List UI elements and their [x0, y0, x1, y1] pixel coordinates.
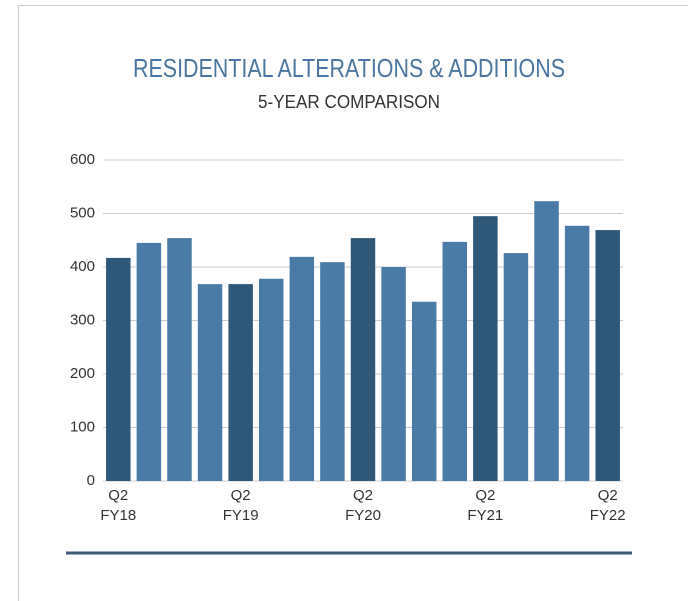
x-tick-label: Q2 FY20 [345, 487, 381, 524]
bar [320, 262, 345, 481]
y-tick-label: 400 [70, 258, 95, 275]
x-tick-label: Q2 FY22 [589, 487, 626, 524]
y-tick-label: 500 [70, 204, 95, 221]
bar [564, 225, 590, 481]
bar [167, 238, 192, 481]
y-tick-label: 200 [70, 365, 95, 382]
chart-title: RESIDENTIAL ALTERATIONS & ADDITIONS [133, 53, 565, 83]
bar [595, 230, 620, 481]
frame [18, 5, 688, 601]
y-tick-label: 100 [70, 418, 95, 435]
bar [534, 201, 559, 481]
bar [350, 238, 376, 481]
bar [503, 253, 529, 481]
y-tick-label: 600 [70, 151, 95, 168]
bar [381, 267, 406, 481]
bar [106, 257, 131, 481]
bar [136, 242, 162, 481]
x-tick-label: Q2 FY21 [467, 487, 504, 524]
x-tick-label: Q2 FY18 [100, 487, 137, 524]
x-tick-label: Q2 FY19 [222, 487, 259, 524]
bar [228, 284, 253, 481]
bar [197, 284, 223, 481]
bar [411, 301, 437, 481]
bar [473, 216, 498, 482]
bar [289, 256, 315, 481]
y-tick-label: 300 [70, 311, 95, 328]
chart-subtitle: 5-YEAR COMPARISON [258, 92, 440, 112]
bar [259, 278, 284, 481]
bar [442, 241, 467, 481]
y-tick-label: 0 [87, 472, 95, 489]
